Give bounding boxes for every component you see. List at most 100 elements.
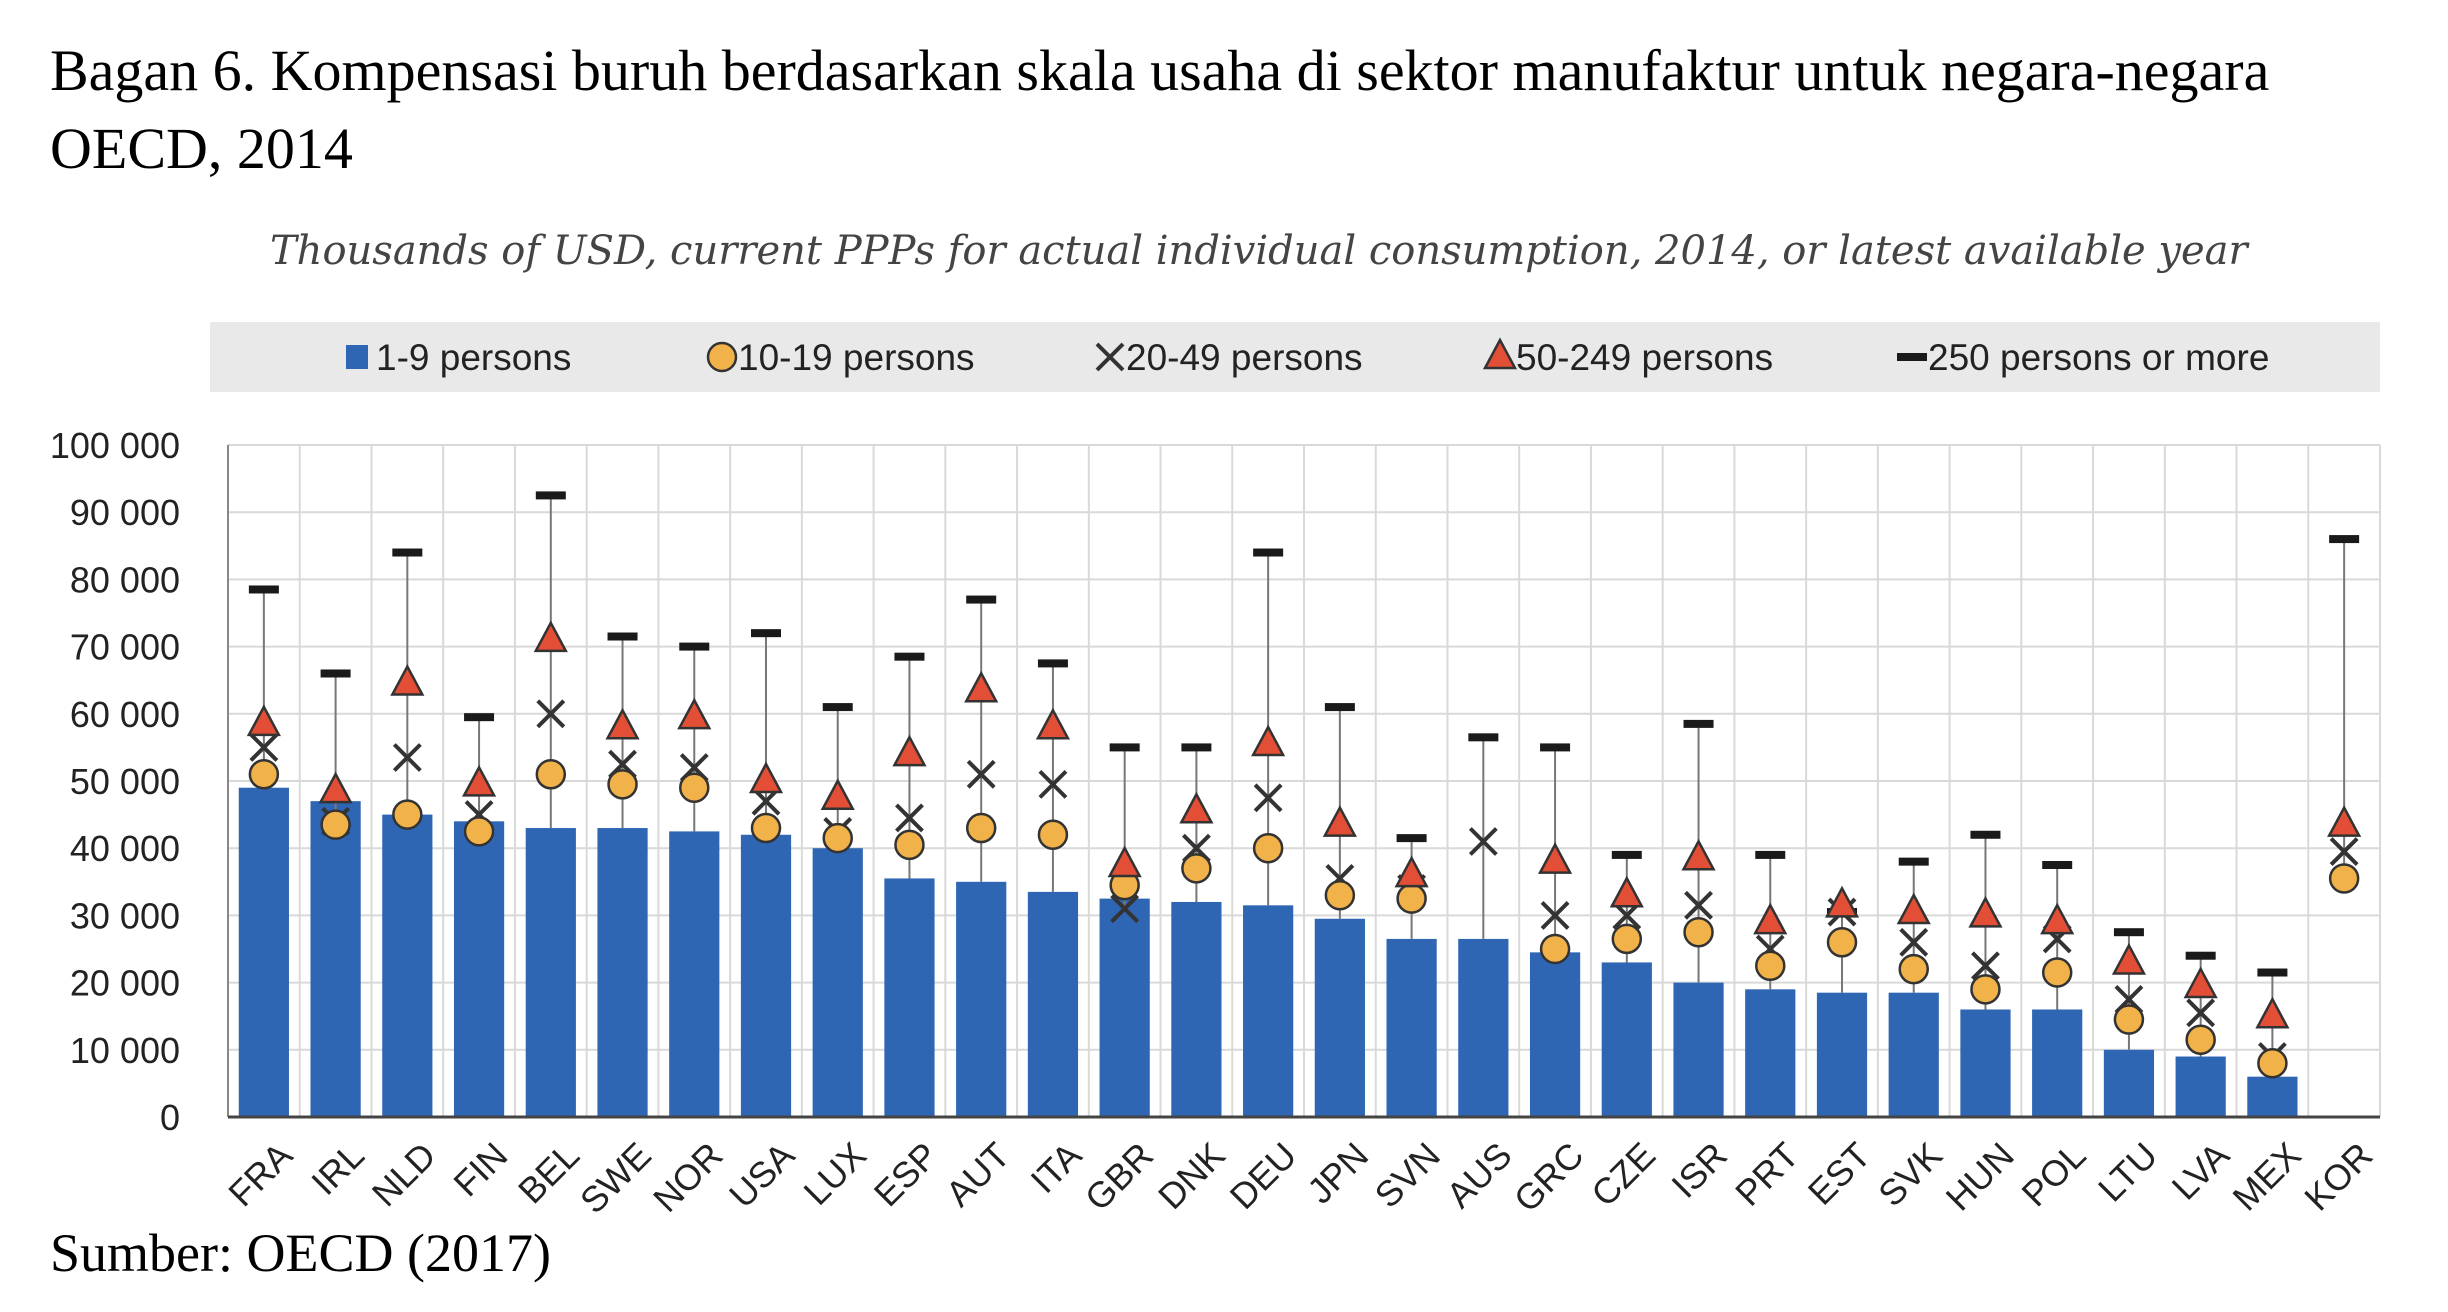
x-tick-label: CZE xyxy=(1583,1134,1663,1214)
circle-marker-LVA xyxy=(2185,1024,2216,1055)
cross-marker-LVA xyxy=(2186,998,2216,1028)
triangle-marker-POL xyxy=(2040,902,2075,935)
y-tick-label: 40 000 xyxy=(70,828,180,869)
x-tick-label: NLD xyxy=(364,1134,444,1214)
triangle-marker-DEU xyxy=(1251,724,1286,757)
x-tick-label: ISR xyxy=(1663,1134,1734,1205)
bar-USA xyxy=(740,834,792,1117)
bar-LVA xyxy=(2175,1056,2226,1117)
dash-marker-GRC xyxy=(1540,743,1571,752)
chart-subtitle: Thousands of USD, current PPPs for actua… xyxy=(270,228,2248,274)
bar-ESP xyxy=(884,878,935,1117)
bar-BEL xyxy=(525,828,576,1117)
dash-marker-MEX xyxy=(2257,968,2288,977)
cross-marker-DEU xyxy=(1253,783,1283,813)
x-tick-label: GRC xyxy=(1506,1134,1592,1220)
circle-marker-NLD xyxy=(392,799,423,830)
bar-SVK xyxy=(1888,992,1939,1117)
dash-marker-FIN xyxy=(464,713,495,722)
triangle-marker-GBR xyxy=(1107,845,1142,878)
y-tick-label: 10 000 xyxy=(70,1030,180,1071)
bar-GBR xyxy=(1099,898,1150,1117)
circle-marker-ITA xyxy=(1037,819,1069,851)
dash-marker-LTU xyxy=(2113,928,2144,937)
legend-label: 10-19 persons xyxy=(738,337,975,378)
dash-marker-USA xyxy=(751,629,781,638)
dash-marker-DNK xyxy=(1181,743,1212,752)
circle-marker-SVK xyxy=(1898,953,1929,985)
x-tick-label: AUS xyxy=(1438,1134,1519,1215)
x-tick-label: FRA xyxy=(220,1134,300,1214)
bar-ITA xyxy=(1027,891,1079,1117)
circle-marker-PRT xyxy=(1755,950,1786,982)
circle-marker-USA xyxy=(750,812,782,844)
x-tick-label: USA xyxy=(721,1134,802,1215)
x-tick-label: PRT xyxy=(1727,1134,1806,1213)
circle-marker-LTU xyxy=(2113,1004,2145,1035)
cross-marker-HUN xyxy=(1971,951,2000,981)
y-tick-label: 20 000 xyxy=(70,963,180,1004)
dash-marker-POL xyxy=(2042,861,2073,869)
triangle-marker-PRT xyxy=(1753,902,1788,935)
bar-FIN xyxy=(453,821,505,1117)
x-tick-label: LTU xyxy=(2090,1134,2165,1209)
triangle-marker-USA xyxy=(748,761,784,794)
triangle-marker-BEL xyxy=(533,620,568,653)
y-tick-label: 90 000 xyxy=(70,492,180,533)
triangle-marker-IRL xyxy=(318,771,353,804)
dash-marker-AUT xyxy=(966,595,997,604)
circle-marker-BEL xyxy=(535,759,567,790)
cross-marker-FRA xyxy=(249,732,279,762)
y-tick-label: 0 xyxy=(160,1097,180,1138)
size-markers xyxy=(246,491,2362,1079)
bar-MEX xyxy=(2247,1076,2298,1117)
bar-SVN xyxy=(1386,938,1437,1117)
circle-marker-SWE xyxy=(607,769,638,800)
circle-marker-FRA xyxy=(248,759,280,790)
dash-marker-BEL xyxy=(535,491,566,500)
legend-label: 20-49 persons xyxy=(1126,337,1363,378)
bar-PRT xyxy=(1745,989,1796,1117)
circle-marker-HUN xyxy=(1970,974,2001,1005)
dash-marker-SWE xyxy=(607,632,638,641)
legend-label: 250 persons or more xyxy=(1928,337,2269,378)
legend-cross-symbol xyxy=(1095,342,1125,372)
x-tick-label: SWE xyxy=(572,1134,659,1221)
dash-marker-CZE xyxy=(1611,850,1642,859)
bar-IRL xyxy=(310,801,361,1117)
triangle-marker-LUX xyxy=(820,778,855,811)
dash-marker-KOR xyxy=(2329,535,2360,544)
x-tick-label: SVN xyxy=(1367,1134,1448,1215)
dash-marker-JPN xyxy=(1324,703,1355,712)
bar-LTU xyxy=(2103,1049,2155,1117)
triangle-marker-ESP xyxy=(892,734,927,767)
triangle-marker-SWE xyxy=(605,707,640,740)
triangle-marker-AUT xyxy=(964,670,999,703)
dash-marker-AUS xyxy=(1468,733,1499,742)
bar-GRC xyxy=(1529,952,1581,1117)
bar-NLD xyxy=(382,814,433,1117)
x-tick-label: LUX xyxy=(796,1134,875,1213)
x-tick-label: MEX xyxy=(2225,1134,2309,1218)
dash-marker-LUX xyxy=(822,703,853,712)
dash-marker-SVK xyxy=(1898,857,1929,866)
triangle-marker-CZE xyxy=(1609,875,1644,908)
bar-AUT xyxy=(956,881,1007,1117)
cross-marker-SVK xyxy=(1899,927,1929,957)
y-tick-label: 70 000 xyxy=(70,627,180,668)
x-tick-label: NOR xyxy=(645,1134,731,1220)
legend-triangle-symbol xyxy=(1482,337,1518,370)
circle-marker-AUT xyxy=(965,812,997,844)
y-tick-label: 30 000 xyxy=(70,895,180,936)
bar-DEU xyxy=(1243,905,1294,1117)
circle-marker-SVN xyxy=(1396,883,1427,914)
triangle-marker-GRC xyxy=(1537,841,1573,874)
triangle-marker-ITA xyxy=(1035,707,1071,740)
bars-1-9-persons xyxy=(238,787,2298,1117)
circle-marker-JPN xyxy=(1324,879,1356,911)
triangle-marker-LVA xyxy=(2183,966,2218,999)
cross-marker-KOR xyxy=(2329,837,2359,866)
circle-marker-EST xyxy=(1826,927,1858,958)
dash-marker-NLD xyxy=(392,548,423,557)
dash-marker-ITA xyxy=(1037,659,1068,668)
